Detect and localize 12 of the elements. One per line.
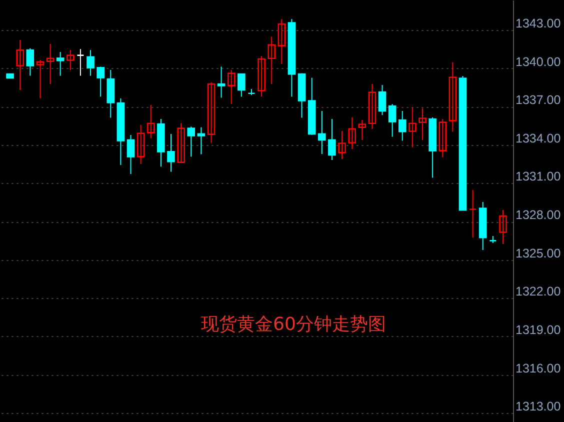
y-tick-label: 1328.00	[516, 208, 561, 222]
y-tick-label: 1337.00	[516, 93, 561, 108]
y-tick-label: 1316.00	[516, 361, 561, 376]
y-tick-label: 1325.00	[516, 246, 561, 260]
y-tick-label: 1322.00	[516, 284, 561, 299]
text: 现货黄金60分钟走势图	[201, 314, 386, 335]
y-tick-label: 1313.00	[516, 400, 561, 414]
y-tick-label: 1334.00	[516, 131, 561, 146]
y-tick-label: 1319.00	[516, 322, 561, 337]
y-tick-label: 1331.00	[516, 170, 561, 184]
y-tick-label: 1343.00	[516, 16, 561, 31]
y-tick-label: 1340.00	[516, 54, 561, 69]
